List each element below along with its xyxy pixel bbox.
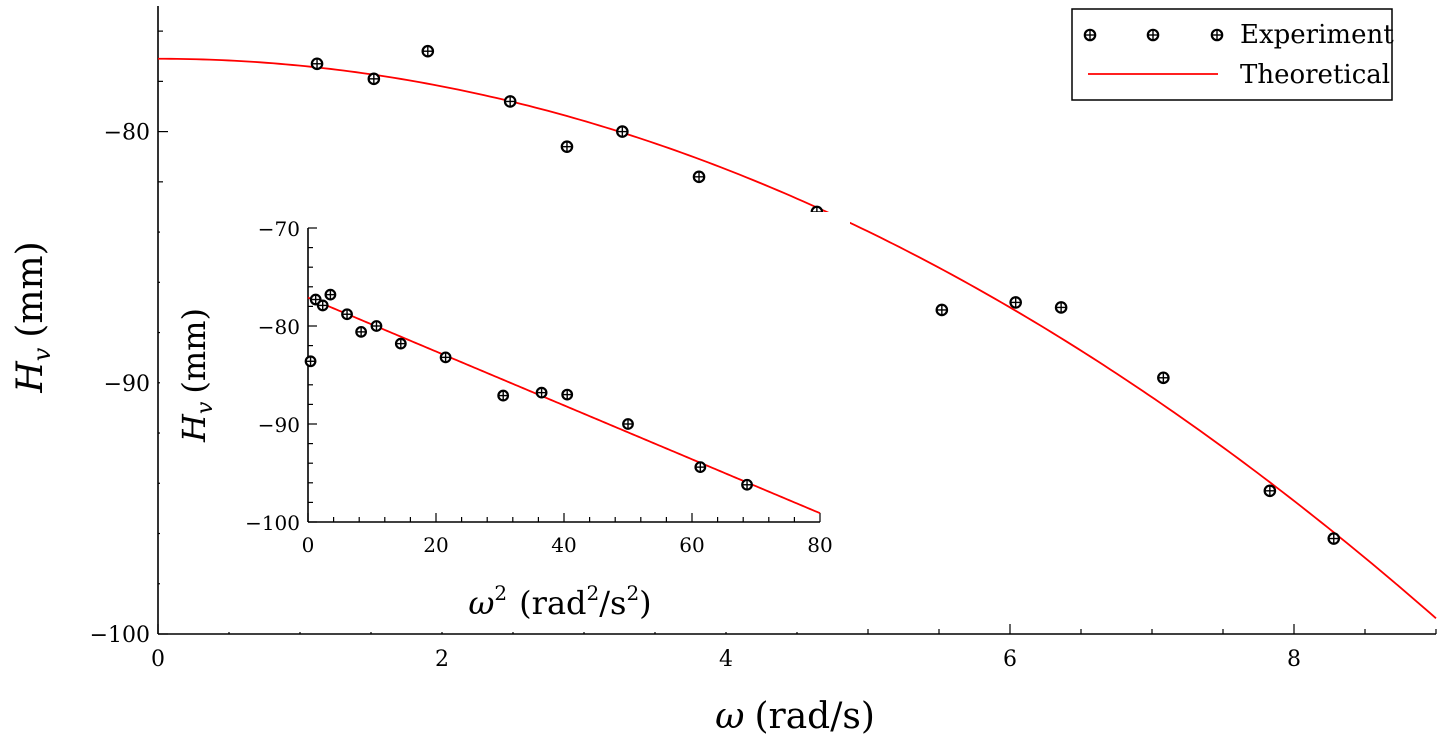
main-experiment-point — [1009, 296, 1022, 309]
inset-experiment-point — [497, 389, 510, 402]
inset-y-tick-label: −70 — [258, 217, 300, 241]
inset-experiment-point — [535, 386, 548, 399]
inset-y-unit: (mm) — [175, 308, 213, 394]
main-experiment-point — [503, 95, 517, 108]
inset-y-sub: v — [193, 401, 218, 414]
main-experiment-point — [1054, 301, 1068, 314]
inset-x-unit-pre: (rad — [519, 584, 586, 622]
inset-experiment-point — [741, 478, 753, 491]
inset-x-tick-label: 0 — [302, 533, 315, 557]
inset-x-axis-title: ω2 (rad2/s2) — [468, 581, 651, 622]
inset-x-sup: 2 — [494, 581, 507, 605]
inset-experiment-point — [355, 325, 368, 338]
legend-label-experiment: Experiment — [1240, 20, 1394, 50]
legend-box — [1071, 8, 1393, 101]
inset-x-tick-label: 60 — [679, 533, 704, 557]
main-y-tick-label: −80 — [104, 121, 150, 146]
inset-theoretical-line — [307, 296, 821, 515]
inset-y-tick-label: −100 — [245, 511, 300, 535]
main-experiment-point — [560, 140, 574, 153]
main-y-unit: (mm) — [10, 241, 51, 337]
inset-y-symbol: H — [175, 413, 213, 443]
main-experiment-point — [1157, 371, 1170, 385]
inset-experiment-point — [341, 308, 353, 321]
legend-experiment-marker — [1210, 28, 1224, 42]
main-y-sub: v — [28, 347, 56, 361]
inset-experiment-point — [394, 337, 407, 350]
main-plot: 0 2 4 6 8−80−90−100 ω (rad/s) Hv(mm) — [10, 6, 1437, 737]
main-y-tick-label: −100 — [90, 623, 150, 648]
inset-background — [160, 212, 850, 632]
inset-experiment-point — [622, 418, 634, 430]
main-experiment-points — [310, 44, 1341, 545]
main-x-tick-label: 2 — [435, 647, 449, 672]
main-experiment-point — [310, 57, 324, 71]
main-y-tick-label: −90 — [104, 372, 150, 397]
inset-x-unit-sup2: 2 — [626, 581, 639, 605]
main-x-symbol: ω — [715, 696, 744, 737]
inset-x-symbol: ω — [468, 584, 494, 622]
main-experiment-point — [935, 303, 949, 317]
main-experiment-point — [692, 170, 706, 184]
legend-experiment-marker — [1083, 28, 1097, 42]
main-x-tick-label: 8 — [1287, 647, 1301, 672]
inset-y-tick-label: −80 — [258, 315, 300, 339]
legend-label-theoretical: Theoretical — [1240, 60, 1390, 90]
legend-experiment-marker — [1146, 28, 1160, 42]
main-experiment-point — [616, 125, 629, 138]
inset-experiment-point — [324, 288, 337, 301]
inset-x-tick-label: 20 — [423, 533, 448, 557]
main-experiment-point — [367, 72, 381, 86]
inset-x-unit-post: ) — [639, 584, 651, 622]
inset-experiment-points — [304, 288, 753, 491]
main-x-axis-title: ω (rad/s) — [715, 696, 875, 737]
main-y-symbol: H — [10, 361, 51, 394]
main-x-unit: (rad/s) — [754, 696, 874, 737]
main-y-axis-title: Hv (mm) — [10, 241, 56, 393]
inset-plot: 0 20 40 60 80−70−80−90−100 ω2 (rad2/s2) Hv(mm… — [160, 212, 850, 632]
legend: Experiment Theoretical — [1071, 8, 1394, 101]
main-x-tick-label: 6 — [1003, 647, 1017, 672]
inset-x-tick-label: 80 — [807, 533, 832, 557]
main-x-tick-label: 4 — [719, 647, 733, 672]
inset-experiment-point — [316, 299, 329, 312]
inset-y-axis-title: Hv (mm) — [175, 308, 218, 443]
inset-experiment-point — [439, 351, 452, 364]
inset-experiment-point — [561, 388, 574, 401]
main-experiment-point — [1263, 484, 1277, 498]
inset-x-unit-sup1: 2 — [587, 581, 600, 605]
main-experiment-point — [1327, 532, 1341, 545]
inset-x-tick-label: 40 — [551, 533, 576, 557]
inset-experiment-point — [694, 461, 707, 474]
inset-theoretical-path — [307, 296, 821, 515]
inset-ticks: 0 20 40 60 80 −70 −80 −90 −100 — [245, 217, 833, 557]
inset-y-tick-label: −90 — [258, 413, 300, 437]
main-x-tick-label: 0 — [151, 647, 165, 672]
inset-x-unit-mid: /s — [599, 584, 626, 622]
main-experiment-point — [421, 44, 435, 58]
inset-experiment-point — [304, 355, 317, 368]
inset-experiment-point — [370, 320, 383, 332]
legend-experiment-markers — [1083, 28, 1224, 42]
